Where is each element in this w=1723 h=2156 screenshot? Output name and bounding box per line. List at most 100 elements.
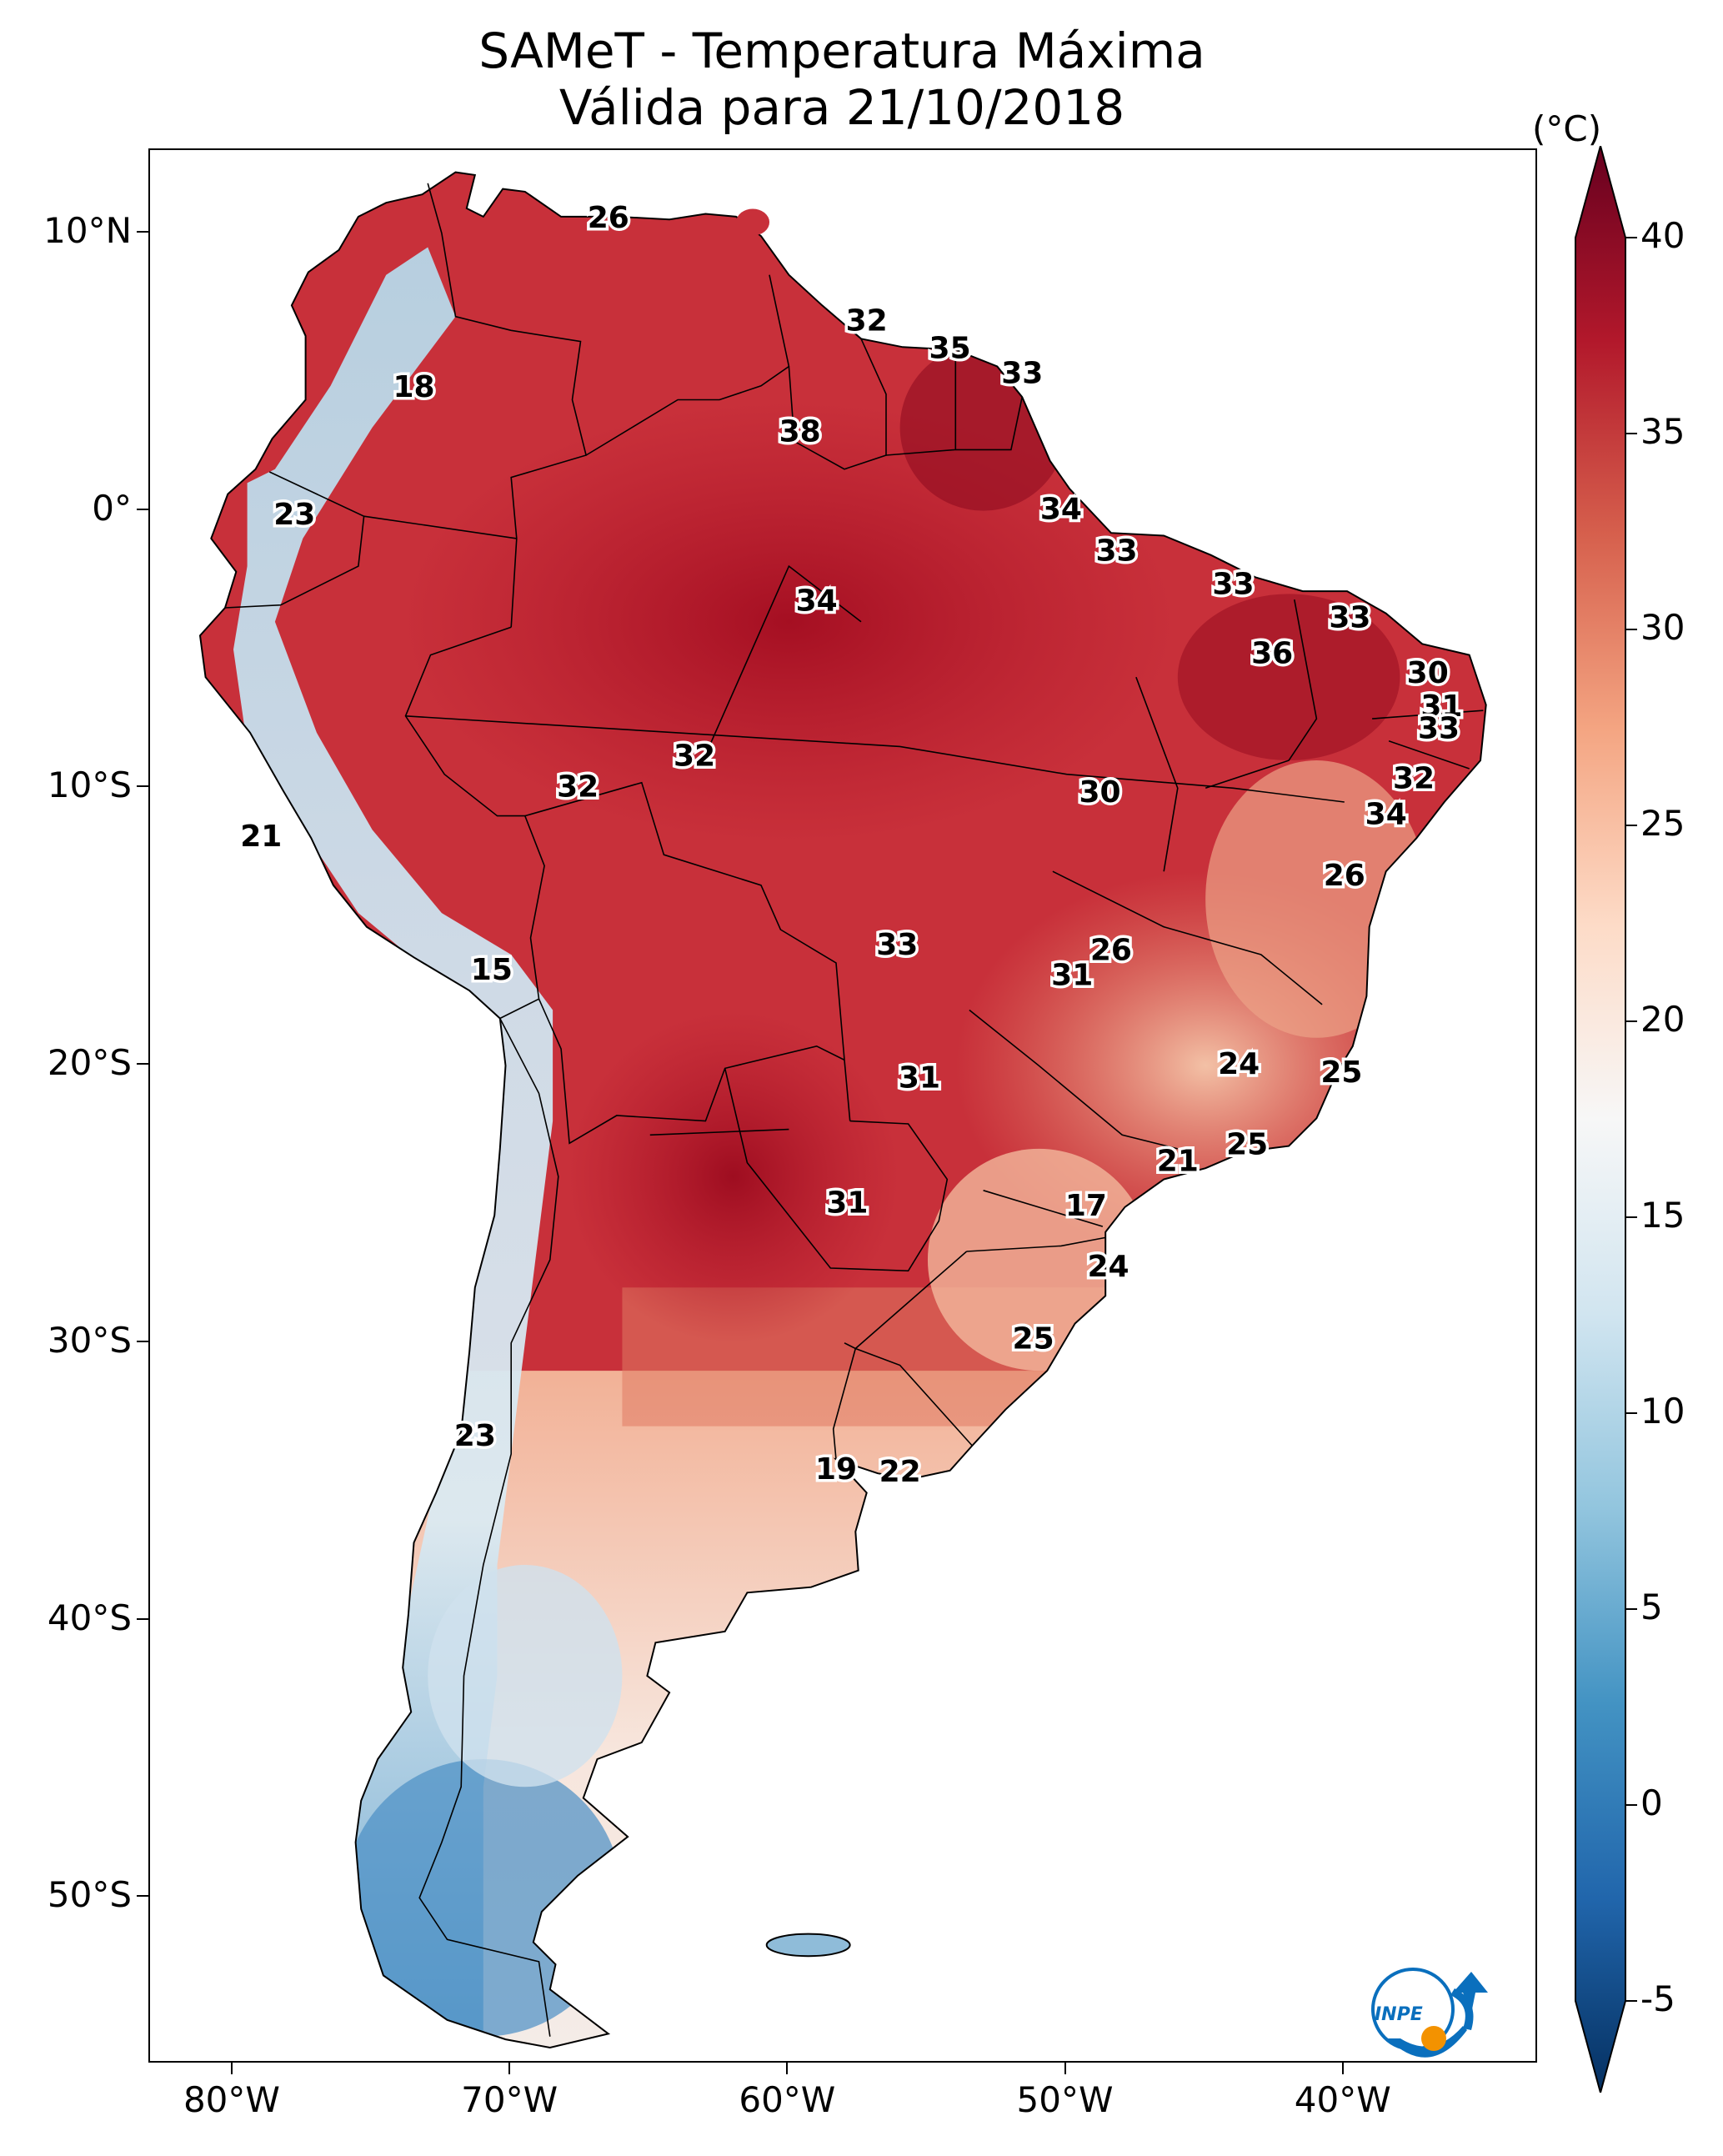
temperature-label: 23 [454, 1419, 496, 1453]
border-line [832, 1251, 968, 1460]
temperature-label: 23 [273, 498, 315, 532]
temperature-label: 25 [1226, 1128, 1268, 1162]
temperature-label: 30 [1079, 775, 1120, 810]
colorbar-tick-label: 5 [1640, 1587, 1663, 1627]
border-line [788, 338, 887, 470]
temperature-label: 32 [1393, 761, 1435, 795]
temperature-label: 30 [1407, 656, 1449, 690]
colorbar-tick-mark [1625, 1804, 1637, 1806]
border-line [538, 998, 845, 1145]
x-tick-mark [1064, 2063, 1066, 2074]
x-tick-mark [786, 2063, 789, 2074]
map-subtitle: Válida para 21/10/2018 [558, 79, 1125, 136]
map-title: SAMeT - Temperatura Máxima [478, 23, 1205, 79]
continent-landmass [198, 171, 1487, 2049]
coastline [198, 171, 1487, 2049]
border-line [524, 781, 851, 1121]
y-tick-mark [137, 1617, 148, 1620]
temperature-label: 24 [1218, 1047, 1260, 1081]
y-tick-mark [137, 785, 148, 788]
colorbar-tick-mark [1625, 2000, 1637, 2002]
y-tick-label: 20°S [47, 1042, 132, 1084]
colorbar-tick-mark [1625, 1020, 1637, 1022]
border-line [404, 626, 545, 1020]
map-area: 26 32 35 33 18 38 34 23 33 33 34 33 36 30 31 33 32 32 32 30… [148, 148, 1537, 2063]
temperature-label: 33 [1329, 600, 1370, 634]
temperature-label: 32 [846, 303, 888, 338]
x-tick-mark [230, 2063, 233, 2074]
border-line [1135, 676, 1179, 872]
temperature-label: 22 [879, 1455, 921, 1489]
inpe-logo: INPE [1371, 1968, 1488, 2058]
border-line [1205, 599, 1318, 790]
y-tick-mark [137, 1340, 148, 1342]
colorbar-tick-label: 15 [1640, 1195, 1685, 1236]
colorbar-tick-label: 25 [1640, 803, 1685, 844]
temperature-label: 32 [557, 770, 599, 804]
temperature-label: 19 [815, 1452, 857, 1487]
colorbar-tick-mark [1625, 1608, 1637, 1610]
country-state-borders [224, 183, 1484, 2037]
temperature-label: 26 [1324, 859, 1365, 893]
colorbar-tick-label: 20 [1640, 999, 1685, 1040]
temperature-label: 31 [899, 1061, 940, 1096]
colorbar-tick-mark [1625, 825, 1637, 826]
temperature-label: 31 [1420, 689, 1462, 724]
border-line [418, 1018, 559, 2037]
colorbar-tick-label: -5 [1640, 1978, 1675, 2019]
x-tick-label: 50°W [1016, 2079, 1114, 2120]
border-line [1372, 709, 1484, 720]
temperature-label: 17 [1065, 1189, 1107, 1223]
temperature-label: 26 [1090, 934, 1132, 968]
y-tick-mark [137, 1895, 148, 1898]
temperature-label: 15 [471, 953, 513, 987]
y-tick-label: 0° [92, 487, 132, 529]
y-tick-mark [137, 508, 148, 510]
border-line [844, 1342, 973, 1447]
trinidad-island [736, 208, 770, 236]
temperature-label: 26 [588, 201, 629, 235]
border-line [704, 564, 862, 755]
y-tick-mark [137, 230, 148, 233]
logo-text: INPE [1375, 2004, 1423, 2025]
x-tick-label: 70°W [461, 2079, 558, 2120]
colorbar-tick-label: 10 [1640, 1391, 1685, 1431]
colorbar-tick-label: 35 [1640, 411, 1685, 452]
x-tick-mark [508, 2063, 511, 2074]
border-line [405, 715, 1345, 803]
x-tick-label: 60°W [739, 2079, 836, 2120]
border-line [1052, 870, 1323, 1005]
x-tick-mark [1341, 2063, 1344, 2074]
border-line [1388, 740, 1470, 770]
amazon-hot-core [399, 399, 1178, 844]
y-tick-label: 10°S [47, 765, 132, 806]
border-line [724, 1068, 949, 1272]
colorbar-tick-label: 0 [1640, 1782, 1663, 1823]
temperature-label: 21 [240, 820, 282, 854]
y-tick-label: 30°S [47, 1319, 132, 1361]
x-tick-label: 80°W [183, 2079, 280, 2120]
colorbar-tick-mark [1625, 237, 1637, 238]
temperature-label: 33 [876, 928, 918, 962]
temperature-label: 34 [796, 584, 838, 618]
chaco-hot-core [566, 1010, 900, 1343]
y-tick-mark [137, 1063, 148, 1065]
colorbar-unit: (°C) [1532, 108, 1602, 149]
north-patagonia-field [428, 1565, 623, 1787]
temperature-label: 34 [1040, 493, 1082, 527]
y-tick-label: 40°S [47, 1597, 132, 1638]
temperature-label: 21 [1157, 1145, 1199, 1179]
colorbar-tick-mark [1625, 629, 1637, 630]
temperature-label: 34 [1365, 798, 1407, 832]
y-tick-label: 10°N [43, 209, 132, 251]
temperature-label: 35 [929, 332, 971, 366]
border-line [427, 183, 588, 628]
temperature-label: 36 [1251, 637, 1293, 671]
colorbar-tick-mark [1625, 433, 1637, 434]
x-tick-label: 40°W [1294, 2079, 1391, 2120]
northeast-hot-core [1177, 594, 1400, 761]
temperature-label: 33 [1001, 357, 1043, 391]
temperature-label: 33 [1212, 567, 1254, 601]
